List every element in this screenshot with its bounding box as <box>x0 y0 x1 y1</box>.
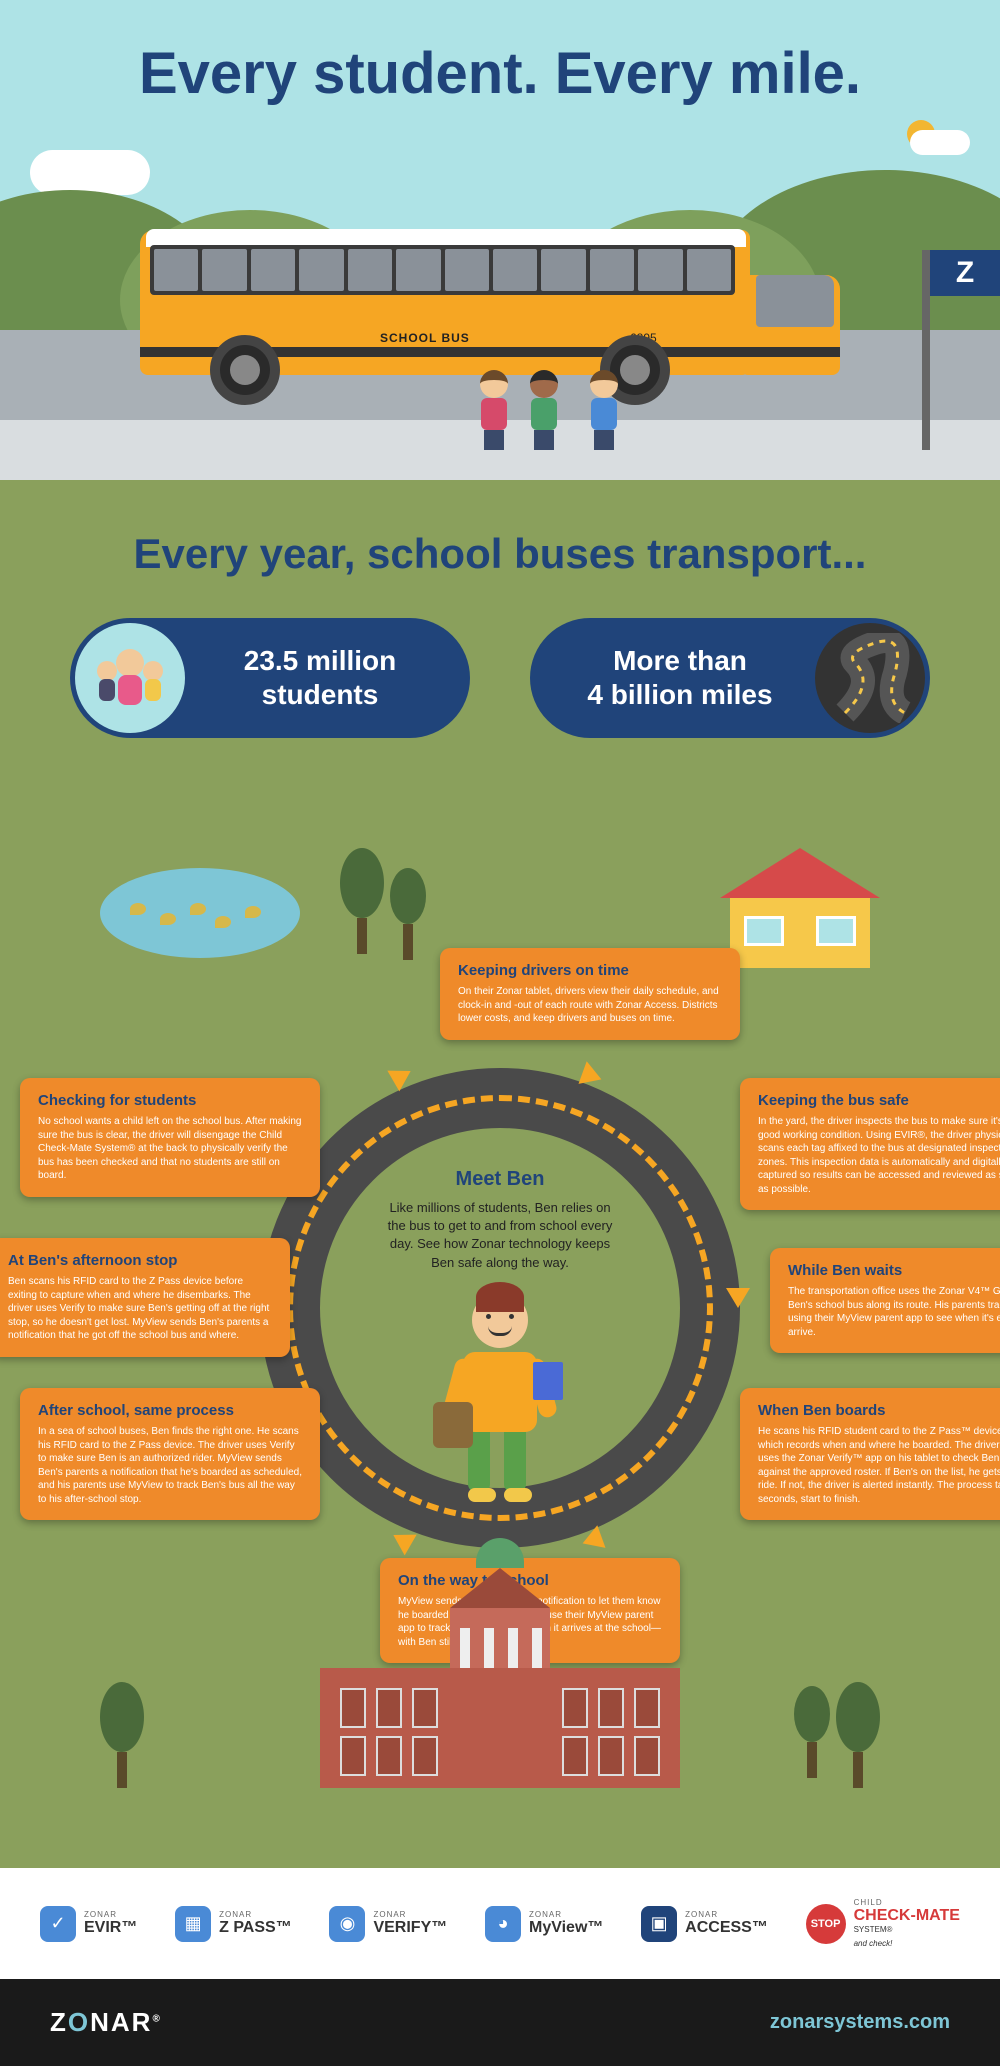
products-row: ✓ZONAREVIR™▦ZONARZ PASS™◉ZONARVERIFY™◕ZO… <box>0 1868 1000 1979</box>
product-name: VERIFY™ <box>373 1919 447 1936</box>
step-text: In a sea of school buses, Ben finds the … <box>38 1425 302 1506</box>
product-brand: ZONAR <box>219 1910 292 1919</box>
stat-text: 23.5 million students <box>190 644 470 711</box>
product-brand: ZONAR <box>84 1910 137 1919</box>
bus-stop-sign-icon: Z <box>922 250 930 450</box>
tree-icon <box>100 1682 144 1788</box>
center-title: Meet Ben <box>456 1168 545 1191</box>
cycle-step-box: After school, same process In a sea of sc… <box>20 1388 320 1520</box>
sign-letter: Z <box>930 250 1000 296</box>
step-text: In the yard, the driver inspects the bus… <box>758 1115 1000 1196</box>
product-icon: ◉ <box>329 1906 365 1942</box>
duck-icon <box>160 913 176 925</box>
product-label: ZONARMyView™ <box>529 1910 603 1937</box>
ben-character-icon <box>463 1292 537 1502</box>
tree-icon <box>390 868 426 960</box>
cycle-step-box: While Ben waits The transportation office… <box>770 1248 1000 1353</box>
cloud-icon <box>910 130 970 155</box>
bus-label: SCHOOL BUS <box>380 331 470 345</box>
step-text: He scans his RFID student card to the Z … <box>758 1425 1000 1506</box>
product-icon: ◕ <box>485 1906 521 1942</box>
arrow-icon <box>578 1525 605 1554</box>
cycle-ring: Meet Ben Like millions of students, Ben … <box>180 988 820 1628</box>
product-item: ◕ ZONARMyView™ <box>485 1906 603 1942</box>
product-sub: SYSTEM® <box>854 1925 960 1934</box>
road-icon <box>815 623 925 733</box>
footer: ZONAR® zonarsystems.com <box>0 1979 1000 2066</box>
students-icon <box>75 623 185 733</box>
cycle-step-box: Keeping drivers on time On their Zonar ta… <box>440 948 740 1040</box>
cycle-step-box: When Ben boards He scans his RFID student… <box>740 1388 1000 1520</box>
step-title: While Ben waits <box>788 1262 1000 1279</box>
school-building-icon <box>320 1668 680 1788</box>
product-label: ZONARACCESS™ <box>685 1910 768 1937</box>
product-icon: ▦ <box>175 1906 211 1942</box>
step-text: Ben scans his RFID card to the Z Pass de… <box>8 1275 272 1343</box>
cycle-step-box: At Ben's afternoon stop Ben scans his RFI… <box>0 1238 290 1357</box>
cycle-section: Meet Ben Like millions of students, Ben … <box>0 808 1000 1868</box>
child-icon <box>480 370 508 450</box>
product-icon: ▣ <box>641 1906 677 1942</box>
product-name: CHECK-MATE <box>854 1907 960 1924</box>
product-label: ZONAREVIR™ <box>84 1910 137 1937</box>
product-brand: ZONAR <box>529 1910 603 1919</box>
duck-icon <box>130 903 146 915</box>
stat-line: 23.5 million <box>244 645 397 676</box>
step-title: When Ben boards <box>758 1402 1000 1419</box>
product-label: CHILD CHECK-MATE SYSTEM® and check! <box>854 1898 960 1949</box>
product-name: MyView™ <box>529 1919 603 1936</box>
hero-title: Every student. Every mile. <box>0 0 1000 107</box>
center-text: Like millions of students, Ben relies on… <box>380 1199 620 1272</box>
cycle-center: Meet Ben Like millions of students, Ben … <box>340 1148 660 1468</box>
product-checkmate: STOP CHILD CHECK-MATE SYSTEM® and check! <box>806 1898 960 1949</box>
stat-line: More than <box>613 645 747 676</box>
step-title: Keeping drivers on time <box>458 962 722 979</box>
house-icon <box>720 848 880 968</box>
product-item: ✓ ZONAREVIR™ <box>40 1906 137 1942</box>
product-item: ▦ ZONARZ PASS™ <box>175 1906 292 1942</box>
step-text: The transportation office uses the Zonar… <box>788 1285 1000 1339</box>
product-label: ZONARVERIFY™ <box>373 1910 447 1937</box>
step-title: Keeping the bus safe <box>758 1092 1000 1109</box>
product-brand: ZONAR <box>373 1910 447 1919</box>
duck-icon <box>215 916 231 928</box>
product-name: ACCESS™ <box>685 1919 768 1936</box>
child-icon <box>530 370 558 450</box>
arrow-icon <box>726 1288 750 1308</box>
step-title: At Ben's afternoon stop <box>8 1252 272 1269</box>
tree-icon <box>340 848 384 954</box>
stat-pill-miles: More than 4 billion miles <box>530 618 930 738</box>
cycle-step-box: Checking for students No school wants a c… <box>20 1078 320 1197</box>
step-text: No school wants a child left on the scho… <box>38 1115 302 1183</box>
stat-line: 4 billion miles <box>587 679 772 710</box>
product-icon: ✓ <box>40 1906 76 1942</box>
duck-icon <box>190 903 206 915</box>
product-item: ◉ ZONARVERIFY™ <box>329 1906 447 1942</box>
product-tagline: and check! <box>854 1939 893 1948</box>
stats-title: Every year, school buses transport... <box>60 530 940 578</box>
product-brand: CHILD <box>854 1898 960 1907</box>
hero-section: Every student. Every mile. SCHOOL BUS 68… <box>0 0 1000 480</box>
footer-logo: ZONAR® <box>50 2007 162 2038</box>
tree-icon <box>794 1686 830 1778</box>
tree-icon <box>836 1682 880 1788</box>
footer-url: zonarsystems.com <box>770 2011 950 2034</box>
stat-line: students <box>262 679 379 710</box>
product-brand: ZONAR <box>685 1910 768 1919</box>
cloud-icon <box>30 150 150 195</box>
product-name: Z PASS™ <box>219 1919 292 1936</box>
product-name: EVIR™ <box>84 1919 137 1936</box>
step-text: On their Zonar tablet, drivers view thei… <box>458 985 722 1026</box>
cycle-step-box: Keeping the bus safe In the yard, the dri… <box>740 1078 1000 1210</box>
product-label: ZONARZ PASS™ <box>219 1910 292 1937</box>
stat-pill-students: 23.5 million students <box>70 618 470 738</box>
step-title: Checking for students <box>38 1092 302 1109</box>
stat-text: More than 4 billion miles <box>530 644 810 711</box>
stats-section: Every year, school buses transport... 23… <box>0 480 1000 808</box>
stop-sign-icon: STOP <box>806 1904 846 1944</box>
product-item: ▣ ZONARACCESS™ <box>641 1906 768 1942</box>
step-title: After school, same process <box>38 1402 302 1419</box>
duck-icon <box>245 906 261 918</box>
child-icon <box>590 370 618 450</box>
